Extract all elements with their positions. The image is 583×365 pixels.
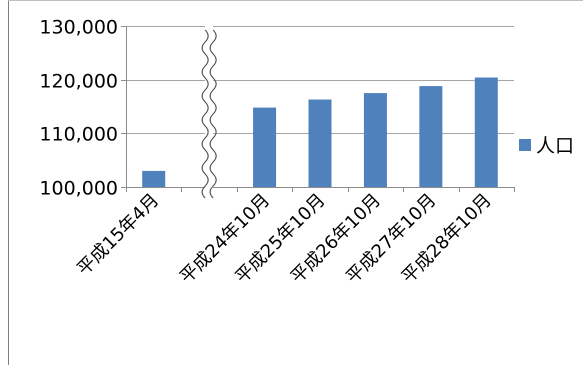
bar bbox=[474, 77, 498, 187]
legend-swatch bbox=[519, 139, 531, 151]
bar bbox=[363, 93, 387, 187]
axis-break-line bbox=[209, 29, 217, 199]
bar bbox=[142, 170, 166, 187]
bar bbox=[253, 107, 277, 187]
y-tick-label: 100,000 bbox=[39, 178, 118, 200]
y-tick-label: 130,000 bbox=[39, 17, 118, 39]
bar bbox=[419, 86, 443, 187]
legend: 人口 bbox=[519, 135, 574, 157]
axis-break-gap bbox=[205, 26, 214, 192]
bar bbox=[308, 99, 332, 187]
x-tick-label: 平成15年4月 bbox=[73, 190, 163, 280]
y-tick-label: 120,000 bbox=[39, 71, 118, 93]
y-tick-label: 110,000 bbox=[39, 124, 118, 146]
axis-break-line bbox=[201, 29, 209, 199]
legend-label: 人口 bbox=[536, 135, 574, 157]
